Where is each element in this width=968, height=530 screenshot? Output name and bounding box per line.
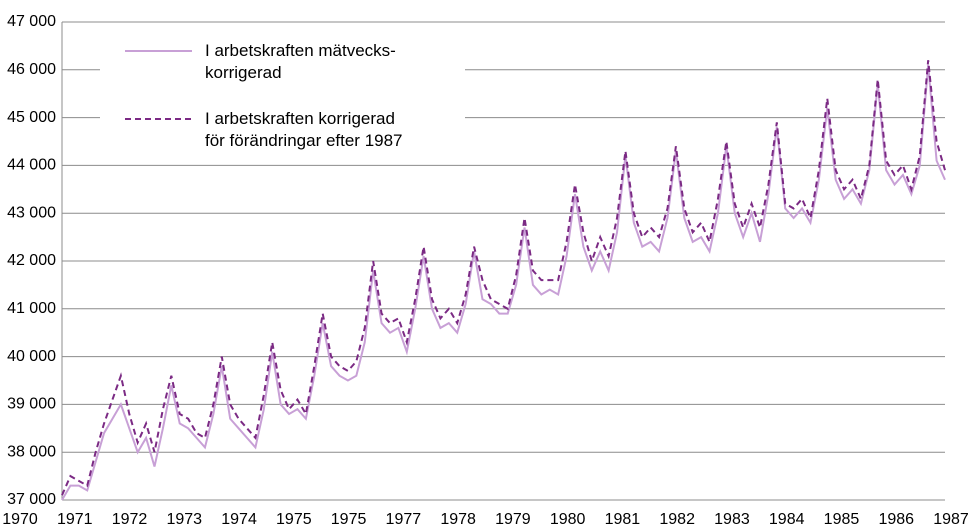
- legend-box: [100, 32, 465, 160]
- x-tick-label: 1974: [221, 511, 257, 528]
- x-tick-label: 1983: [714, 511, 750, 528]
- y-tick-label: 46 000: [7, 61, 56, 78]
- y-tick-label: 37 000: [7, 491, 56, 508]
- x-tick-label: 1987: [933, 511, 968, 528]
- x-tick-label: 1978: [440, 511, 476, 528]
- y-tick-label: 42 000: [7, 252, 56, 269]
- x-tick-label: 1975: [276, 511, 312, 528]
- x-tick-label: 1980: [550, 511, 586, 528]
- y-tick-label: 39 000: [7, 396, 56, 413]
- x-tick-label: 1981: [605, 511, 641, 528]
- y-tick-label: 47 000: [7, 13, 56, 30]
- x-tick-label: 1971: [57, 511, 93, 528]
- x-tick-label: 1970: [2, 511, 38, 528]
- y-tick-label: 41 000: [7, 300, 56, 317]
- y-tick-label: 44 000: [7, 157, 56, 174]
- y-tick-label: 38 000: [7, 443, 56, 460]
- y-tick-label: 45 000: [7, 109, 56, 126]
- x-tick-label: 1972: [112, 511, 148, 528]
- x-tick-label: 1979: [495, 511, 531, 528]
- data-line: [61, 60, 946, 496]
- y-tick-label: 40 000: [7, 348, 56, 365]
- data-line: [61, 64, 946, 501]
- x-tick-label: 1973: [166, 511, 202, 528]
- legend-label: I arbetskraften korrigerad för förändrin…: [205, 109, 403, 150]
- x-tick-label: 1986: [878, 511, 914, 528]
- x-tick-label: 1984: [769, 511, 805, 528]
- x-tick-label: 1985: [824, 511, 860, 528]
- x-tick-label: 1982: [659, 511, 695, 528]
- legend-label: I arbetskraften mätvecks- korrigerad: [205, 41, 396, 82]
- x-tick-label: 1975: [331, 511, 367, 528]
- x-tick-label: 1977: [386, 511, 422, 528]
- y-tick-label: 43 000: [7, 204, 56, 221]
